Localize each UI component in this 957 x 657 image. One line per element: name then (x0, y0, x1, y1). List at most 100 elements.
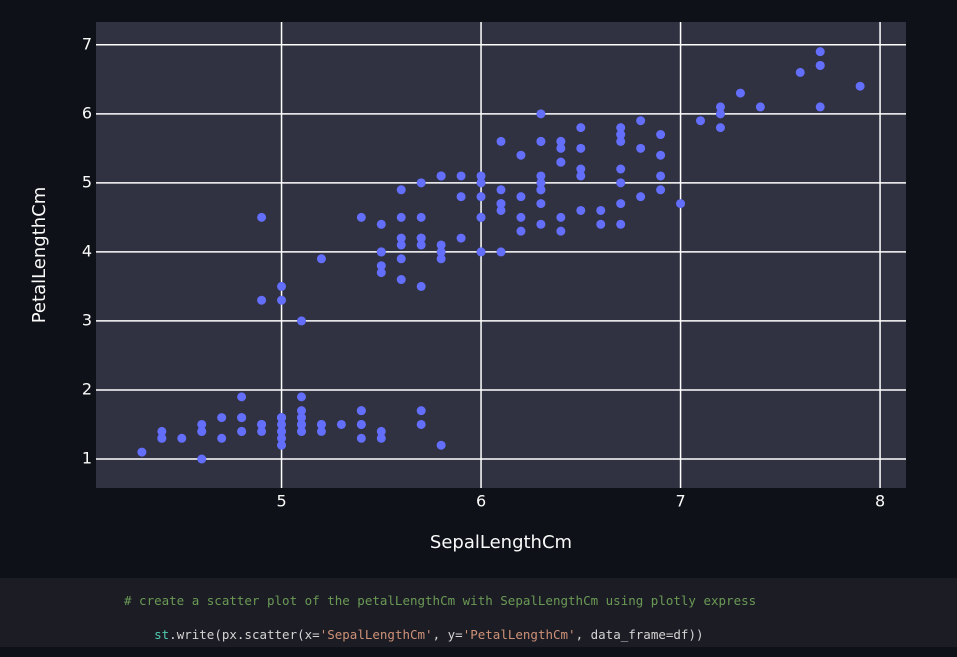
point (855, 81, 865, 91)
point (436, 171, 446, 181)
point (456, 192, 466, 202)
point (636, 143, 646, 153)
point (257, 426, 267, 436)
point (815, 102, 825, 112)
point (336, 419, 346, 429)
point (656, 130, 666, 140)
point (576, 205, 586, 215)
point (257, 212, 267, 222)
point (217, 433, 227, 443)
point (496, 247, 506, 257)
code-token: 'SepalLengthCm' (319, 627, 433, 642)
point (456, 171, 466, 181)
point (396, 240, 406, 250)
point (177, 433, 187, 443)
y-tick-label: 7 (82, 34, 92, 53)
point (296, 316, 306, 326)
point (536, 185, 546, 195)
point (237, 426, 247, 436)
y-axis-title: PetalLengthCm (29, 187, 50, 324)
point (277, 440, 287, 450)
point (277, 426, 287, 436)
x-tick-label: 7 (675, 492, 685, 511)
y-tick-label: 2 (82, 379, 92, 398)
point (376, 426, 386, 436)
point (296, 419, 306, 429)
point (556, 136, 566, 146)
point (257, 295, 267, 305)
chart: SepalLengthCm PetalLengthCm 1 2 3 4 5 6 7 5 6 7 8 (29, 22, 906, 553)
point (616, 178, 626, 188)
point (795, 67, 805, 77)
point (277, 419, 287, 429)
point (815, 60, 825, 70)
point (476, 178, 486, 188)
y-tick-label: 3 (82, 310, 92, 329)
point (556, 143, 566, 153)
point (277, 281, 287, 291)
point (316, 426, 326, 436)
point (676, 199, 686, 209)
point (436, 440, 446, 450)
point (735, 88, 745, 98)
point (476, 247, 486, 257)
point (436, 240, 446, 250)
point (616, 164, 626, 174)
point (396, 185, 406, 195)
point (516, 212, 526, 222)
point (715, 102, 725, 112)
point (356, 406, 366, 416)
code-token: , y= (432, 627, 463, 642)
point (376, 219, 386, 229)
code-comment: # create a scatter plot of the petalLeng… (124, 593, 757, 608)
y-tick-label: 1 (82, 449, 92, 468)
point (257, 419, 267, 429)
point (536, 136, 546, 146)
point (396, 233, 406, 243)
point (296, 426, 306, 436)
x-axis-title: SepalLengthCm (430, 532, 572, 553)
point (715, 123, 725, 133)
point (277, 413, 287, 423)
point (416, 419, 426, 429)
code-token: , data_frame=df)) (575, 627, 704, 642)
point (436, 247, 446, 257)
point (536, 178, 546, 188)
point (316, 254, 326, 264)
point (536, 219, 546, 229)
point (616, 136, 626, 146)
point (536, 171, 546, 181)
point (296, 392, 306, 402)
point (277, 433, 287, 443)
point (356, 212, 366, 222)
point (496, 199, 506, 209)
point (576, 143, 586, 153)
point (516, 192, 526, 202)
point (157, 426, 167, 436)
point (277, 295, 287, 305)
x-tick-label: 5 (276, 492, 286, 511)
point (376, 261, 386, 271)
point (396, 254, 406, 264)
point (496, 185, 506, 195)
point (815, 47, 825, 57)
point (556, 226, 566, 236)
point (376, 433, 386, 443)
point (755, 102, 765, 112)
point (596, 219, 606, 229)
point (656, 171, 666, 181)
point (536, 199, 546, 209)
code-token: 'PetalLengthCm' (462, 627, 576, 642)
point (197, 454, 207, 464)
point (316, 419, 326, 429)
code-block: # create a scatter plot of the petalLeng… (0, 578, 957, 647)
point (496, 205, 506, 215)
point (157, 433, 167, 443)
point (396, 212, 406, 222)
code-statement: st.write(px.scatter(x='SepalLengthCm', y… (124, 612, 704, 657)
point (496, 136, 506, 146)
point (656, 150, 666, 160)
point (696, 116, 706, 126)
point (476, 192, 486, 202)
